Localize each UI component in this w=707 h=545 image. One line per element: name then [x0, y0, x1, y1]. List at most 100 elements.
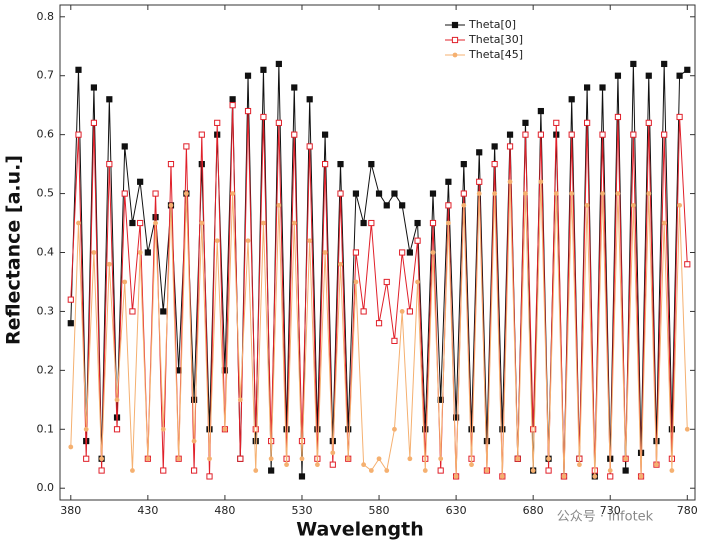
data-point [237, 397, 243, 403]
data-point [522, 119, 529, 126]
data-point [614, 113, 622, 121]
data-point [661, 131, 668, 138]
data-point [460, 190, 467, 197]
data-point [245, 238, 251, 244]
data-point [291, 220, 297, 226]
data-point [160, 308, 167, 315]
data-point [106, 96, 113, 103]
data-point [137, 219, 144, 227]
data-point [445, 202, 452, 209]
y-tick-label: 0.7 [37, 69, 55, 82]
data-point [99, 456, 105, 462]
x-tick-label: 730 [600, 504, 621, 517]
data-point [607, 468, 613, 473]
data-point [476, 178, 483, 185]
data-point [83, 455, 90, 462]
data-point [546, 456, 551, 462]
data-point [244, 72, 252, 79]
x-tick-label: 680 [523, 504, 544, 517]
data-point [630, 202, 636, 208]
data-point [460, 161, 467, 168]
data-point [375, 190, 383, 197]
data-point [291, 131, 298, 138]
data-point [291, 84, 298, 91]
y-tick-label: 0.1 [37, 422, 55, 435]
legend-marker [451, 21, 459, 29]
data-point [630, 131, 637, 138]
data-point [568, 131, 575, 138]
data-point [329, 461, 336, 468]
data-point [622, 467, 629, 474]
data-point [392, 426, 397, 432]
data-point [545, 467, 552, 474]
data-point [391, 190, 398, 197]
data-point [253, 468, 259, 473]
data-point [237, 455, 244, 462]
data-point [468, 426, 475, 433]
data-point [453, 414, 460, 421]
data-point [321, 161, 329, 168]
data-point [252, 437, 259, 445]
data-point [429, 219, 437, 227]
data-point [75, 66, 82, 73]
data-point [321, 131, 329, 138]
data-point [222, 426, 228, 432]
y-tick-label: 0.5 [37, 187, 55, 200]
data-point [499, 474, 505, 479]
data-point [214, 238, 220, 244]
data-point [445, 178, 452, 185]
data-point [206, 426, 213, 433]
data-point [337, 161, 344, 168]
series-line [70, 63, 688, 477]
data-point [330, 450, 336, 456]
data-point [113, 426, 121, 433]
data-point [376, 456, 382, 462]
data-point [429, 190, 437, 197]
data-point [229, 102, 236, 109]
data-point [276, 202, 282, 208]
data-point [668, 426, 675, 433]
y-tick-label: 0.8 [37, 10, 55, 23]
data-point [453, 474, 459, 479]
data-point [284, 462, 289, 468]
data-point [399, 202, 406, 209]
data-point [275, 60, 282, 68]
data-point [491, 143, 498, 150]
data-point [437, 467, 444, 474]
data-point [646, 191, 652, 196]
data-point [522, 131, 529, 138]
data-point [677, 202, 682, 208]
data-point [469, 462, 474, 468]
y-tick-label: 0.3 [37, 304, 55, 317]
data-point [422, 468, 428, 473]
x-tick-label: 780 [677, 504, 698, 517]
data-point [607, 473, 614, 480]
data-point [360, 308, 367, 315]
data-point [499, 426, 506, 433]
data-point [507, 179, 513, 185]
data-point [261, 220, 266, 226]
data-point [83, 426, 89, 432]
data-point [360, 219, 367, 227]
data-point [352, 249, 360, 256]
data-point [406, 308, 413, 315]
data-point [600, 191, 605, 196]
data-point [676, 113, 683, 121]
data-point [67, 296, 74, 303]
data-point [98, 467, 105, 474]
data-point [337, 190, 344, 197]
data-point [338, 261, 343, 267]
data-point [615, 191, 621, 196]
y-tick-label: 0.4 [37, 246, 55, 259]
data-point [599, 84, 606, 91]
y-tick-label: 0.2 [37, 363, 55, 376]
data-point [414, 219, 421, 227]
data-point [445, 220, 451, 226]
y-tick-label: 0.0 [37, 481, 55, 494]
x-axis-label: Wavelength [296, 519, 424, 541]
data-point [375, 320, 383, 327]
data-point [476, 149, 483, 156]
data-point [137, 178, 144, 185]
data-point [229, 96, 236, 103]
